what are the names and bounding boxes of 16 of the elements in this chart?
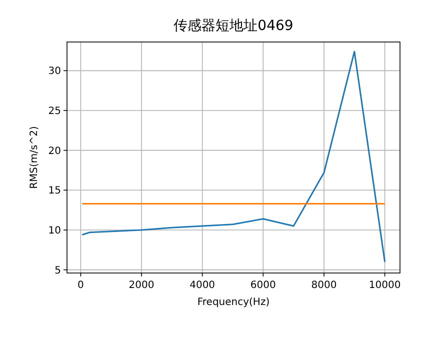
x-tick-label: 8000 xyxy=(311,280,337,291)
x-tick-label: 0 xyxy=(77,280,84,291)
y-tick-label: 15 xyxy=(48,186,61,197)
x-tick-label: 10000 xyxy=(368,280,401,291)
x-tick-label: 2000 xyxy=(128,280,154,291)
y-tick-label: 25 xyxy=(48,106,61,118)
y-tick-label: 10 xyxy=(48,225,61,236)
line-series xyxy=(81,50,386,263)
y-axis-title: RMS(m/s^2) xyxy=(29,126,40,189)
x-axis-title: Frequency(Hz) xyxy=(197,297,270,308)
y-tick-label: 20 xyxy=(48,146,61,157)
x-tick-label: 4000 xyxy=(190,280,216,291)
x-tick-label: 6000 xyxy=(250,280,276,291)
y-tick-label: 5 xyxy=(54,265,61,276)
chart-title: 传感器短地址0469 xyxy=(174,18,294,34)
y-tick-label: 30 xyxy=(48,66,61,78)
